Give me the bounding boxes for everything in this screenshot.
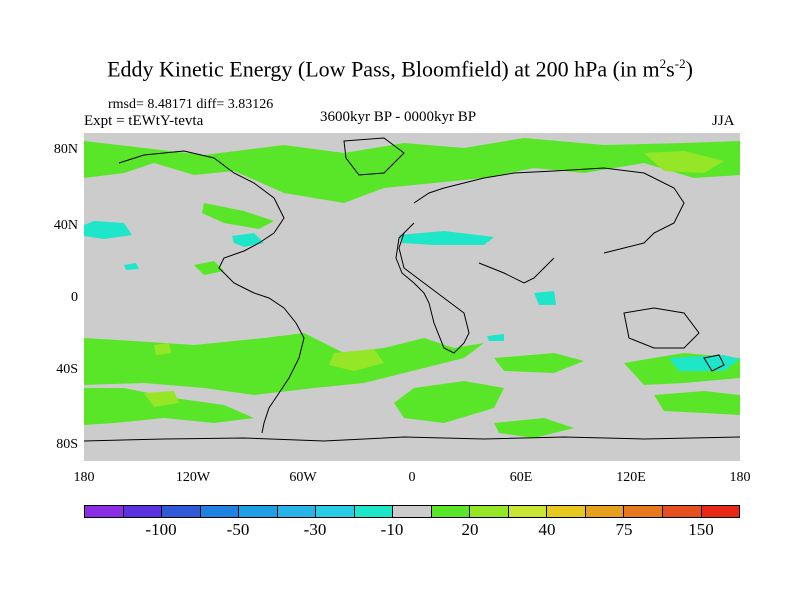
contour-fill-negative: [84, 221, 740, 371]
season-label: JJA: [712, 113, 735, 129]
colorbar-swatch: [200, 506, 240, 517]
stats-text: rmsd= 8.48171 diff= 3.83126: [108, 97, 274, 112]
map-panel: [84, 133, 740, 461]
colorbar-swatch: [162, 506, 201, 517]
lon-label-0: 0: [408, 470, 416, 485]
colorbar-swatch: [239, 506, 278, 517]
colorbar-swatch: [316, 506, 355, 517]
colorbar-swatch: [701, 506, 740, 517]
colorbar-swatch: [624, 506, 663, 517]
colorbar-label: 40: [538, 520, 556, 539]
lat-label-80n: 80N: [53, 142, 78, 157]
lon-label-60e: 60E: [509, 470, 533, 485]
lon-label-180e: 180: [729, 470, 751, 485]
colorbar-swatch: [85, 506, 124, 517]
lon-label-180w: 180: [73, 470, 95, 485]
colorbar-swatch: [393, 506, 432, 517]
colorbar-swatch: [277, 506, 317, 517]
colorbar-swatch: [354, 506, 394, 517]
colorbar-label: -50: [226, 520, 250, 539]
colorbar-label: 75: [615, 520, 633, 539]
colorbar-label: 20: [461, 520, 479, 539]
colorbar-swatch: [662, 506, 702, 517]
lat-label-40s: 40S: [56, 362, 78, 377]
colorbar-label: -30: [303, 520, 327, 539]
experiment-label: Expt = tEWtY-tevta: [84, 113, 204, 129]
colorbar-swatch: [585, 506, 625, 517]
colorbar-swatch: [547, 506, 586, 517]
lat-label-40n: 40N: [53, 218, 78, 233]
period-label: 3600kyr BP - 0000kyr BP: [320, 109, 477, 125]
contour-fill-positive-strong: [144, 151, 724, 407]
lat-label-80s: 80S: [56, 437, 78, 452]
lat-label-0: 0: [71, 290, 78, 305]
lon-label-120w: 120W: [175, 470, 211, 485]
colorbar-swatch: [431, 506, 471, 517]
colorbar-swatch: [123, 506, 163, 517]
lon-label-60w: 60W: [289, 470, 317, 485]
colorbar-label: 150: [688, 520, 714, 539]
coastlines: [84, 137, 740, 442]
plot-title: Eddy Kinetic Energy (Low Pass, Bloomfiel…: [107, 56, 693, 82]
colorbar: [84, 505, 740, 518]
colorbar-label: -100: [145, 520, 177, 539]
colorbar-swatch: [470, 506, 509, 517]
colorbar-label: -10: [380, 520, 404, 539]
colorbar-swatch: [508, 506, 548, 517]
lon-label-120e: 120E: [616, 470, 646, 485]
